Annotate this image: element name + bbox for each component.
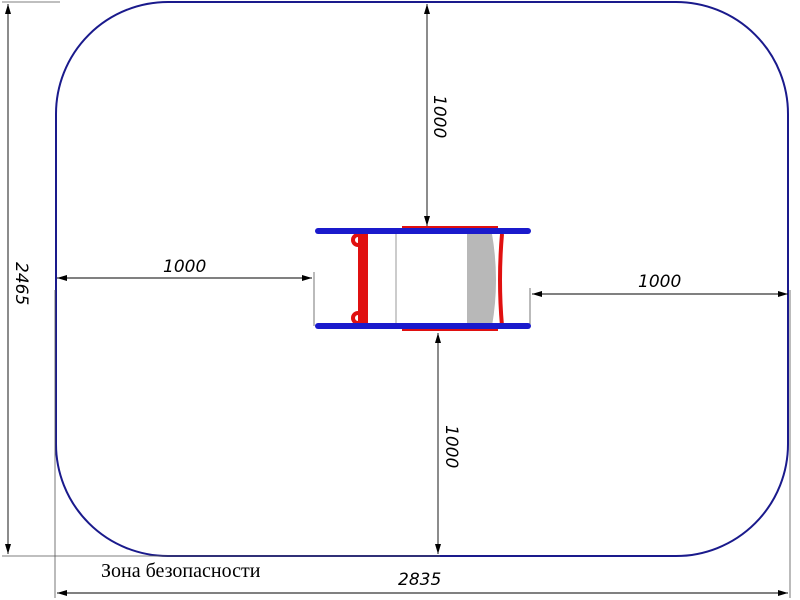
safety-zone-caption: Зона безопасности xyxy=(101,560,261,582)
overall-width-label: 2835 xyxy=(398,570,441,590)
left-clearance-label: 1000 xyxy=(163,257,206,277)
dimension-lines xyxy=(5,4,788,596)
overall-height-label: 2465 xyxy=(11,262,31,305)
equipment-top-view xyxy=(315,226,531,331)
right-clearance-label: 1000 xyxy=(638,272,681,292)
top-clearance-label: 1000 xyxy=(429,95,449,138)
bottom-clearance-label: 1000 xyxy=(441,425,461,468)
